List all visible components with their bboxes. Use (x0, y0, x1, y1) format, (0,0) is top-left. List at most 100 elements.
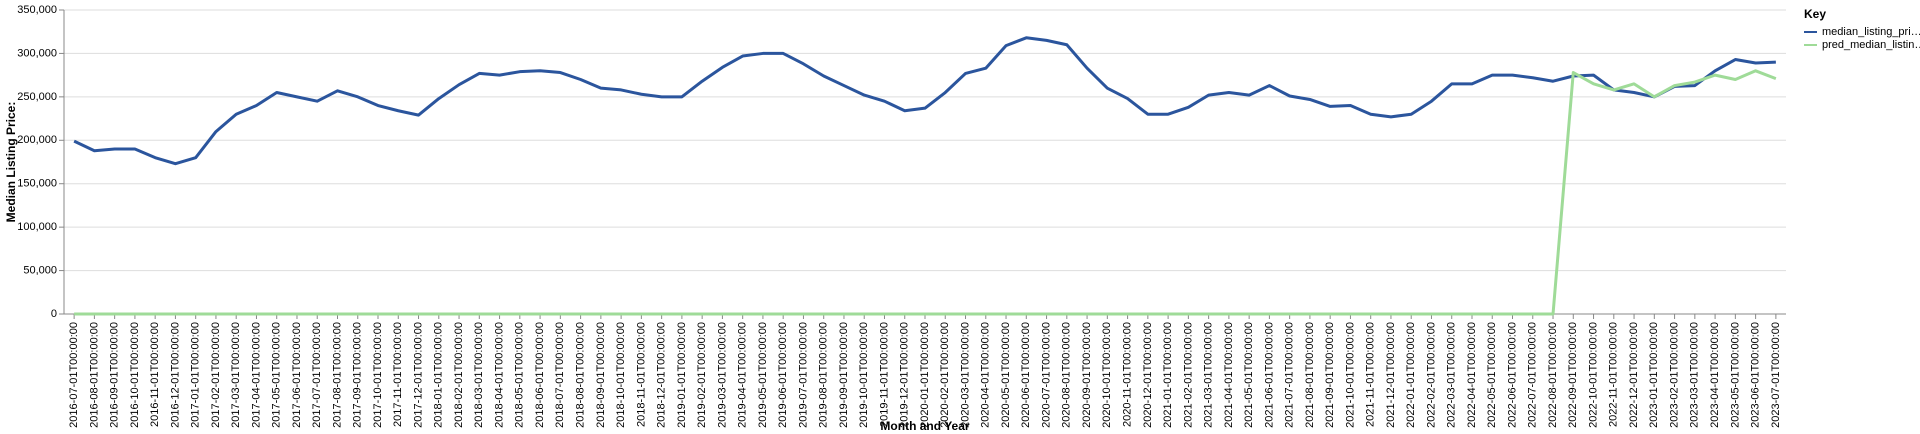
x-tick-label: 2017-10-01T00:00:00 (372, 322, 384, 428)
x-tick-label: 2021-01-01T00:00:00 (1162, 322, 1174, 428)
x-tick-label: 2019-06-01T00:00:00 (777, 322, 789, 428)
y-tick-label: 200,000 (17, 134, 57, 146)
x-tick-label: 2019-05-01T00:00:00 (757, 322, 769, 428)
x-tick-label: 2020-05-01T00:00:00 (1000, 322, 1012, 428)
x-tick-label: 2022-09-01T00:00:00 (1567, 322, 1579, 428)
y-tick-label: 50,000 (23, 264, 57, 276)
x-tick-label: 2018-08-01T00:00:00 (575, 322, 587, 428)
x-tick-label: 2016-10-01T00:00:00 (129, 322, 141, 428)
y-tick-label: 150,000 (17, 178, 57, 190)
x-axis-title: Month and Year (880, 419, 969, 433)
x-tick-label: 2019-11-01T00:00:00 (878, 322, 890, 427)
y-axis-title: Median Listing Price: (4, 102, 18, 223)
x-tick-label: 2022-05-01T00:00:00 (1486, 322, 1498, 428)
x-tick-label: 2018-12-01T00:00:00 (656, 322, 668, 428)
x-tick-label: 2018-01-01T00:00:00 (433, 322, 445, 428)
x-tick-label: 2022-03-01T00:00:00 (1446, 322, 1458, 428)
x-tick-label: 2021-05-01T00:00:00 (1243, 322, 1255, 428)
x-tick-label: 2023-06-01T00:00:00 (1750, 322, 1762, 428)
x-tick-label: 2017-04-01T00:00:00 (250, 322, 262, 428)
x-tick-label: 2018-07-01T00:00:00 (554, 322, 566, 428)
x-tick-label: 2021-02-01T00:00:00 (1182, 322, 1194, 428)
x-tick-label: 2023-03-01T00:00:00 (1689, 322, 1701, 428)
x-tick-label: 2016-12-01T00:00:00 (169, 322, 181, 428)
legend-label: median_listing_pri… (1822, 26, 1920, 38)
x-tick-label: 2020-04-01T00:00:00 (980, 322, 992, 428)
x-tick-label: 2017-07-01T00:00:00 (311, 322, 323, 428)
x-tick-label: 2019-09-01T00:00:00 (838, 322, 850, 428)
y-tick-label: 100,000 (17, 221, 57, 233)
x-tick-label: 2017-12-01T00:00:00 (412, 322, 424, 428)
x-tick-label: 2021-10-01T00:00:00 (1344, 322, 1356, 428)
x-tick-label: 2022-02-01T00:00:00 (1425, 322, 1437, 428)
y-tick-label: 350,000 (17, 4, 57, 16)
x-tick-label: 2022-10-01T00:00:00 (1587, 322, 1599, 428)
x-tick-label: 2023-05-01T00:00:00 (1729, 322, 1741, 428)
x-tick-label: 2016-09-01T00:00:00 (109, 322, 121, 428)
x-tick-label: 2020-10-01T00:00:00 (1101, 322, 1113, 428)
x-tick-label: 2022-06-01T00:00:00 (1506, 322, 1518, 428)
x-tick-label: 2017-08-01T00:00:00 (331, 322, 343, 428)
x-tick-label: 2020-01-01T00:00:00 (919, 322, 931, 428)
x-tick-label: 2018-11-01T00:00:00 (635, 322, 647, 427)
x-tick-label: 2023-01-01T00:00:00 (1648, 322, 1660, 428)
x-tick-label: 2019-01-01T00:00:00 (676, 322, 688, 428)
x-tick-label: 2021-09-01T00:00:00 (1324, 322, 1336, 428)
x-tick-label: 2021-04-01T00:00:00 (1223, 322, 1235, 428)
x-tick-label: 2022-12-01T00:00:00 (1628, 322, 1640, 428)
x-tick-label: 2017-05-01T00:00:00 (271, 322, 283, 428)
x-tick-label: 2020-07-01T00:00:00 (1040, 322, 1052, 428)
x-tick-label: 2018-06-01T00:00:00 (534, 322, 546, 428)
x-tick-label: 2022-01-01T00:00:00 (1405, 322, 1417, 428)
x-tick-label: 2018-02-01T00:00:00 (453, 322, 465, 428)
x-tick-label: 2023-04-01T00:00:00 (1709, 322, 1721, 428)
x-tick-label: 2021-11-01T00:00:00 (1365, 322, 1377, 427)
x-tick-label: 2018-04-01T00:00:00 (493, 322, 505, 428)
x-tick-label: 2020-02-01T00:00:00 (939, 322, 951, 428)
x-tick-label: 2021-07-01T00:00:00 (1284, 322, 1296, 428)
x-tick-label: 2021-08-01T00:00:00 (1304, 322, 1316, 428)
x-tick-label: 2019-12-01T00:00:00 (899, 322, 911, 428)
x-tick-label: 2016-07-01T00:00:00 (68, 322, 80, 428)
x-tick-label: 2018-03-01T00:00:00 (473, 322, 485, 428)
x-tick-label: 2020-03-01T00:00:00 (959, 322, 971, 428)
y-tick-label: 250,000 (17, 91, 57, 103)
x-tick-label: 2019-02-01T00:00:00 (696, 322, 708, 428)
x-tick-label: 2020-08-01T00:00:00 (1061, 322, 1073, 428)
x-tick-label: 2022-07-01T00:00:00 (1527, 322, 1539, 428)
x-tick-label: 2017-11-01T00:00:00 (392, 322, 404, 427)
x-tick-label: 2022-11-01T00:00:00 (1608, 322, 1620, 427)
x-tick-label: 2019-03-01T00:00:00 (716, 322, 728, 428)
x-tick-label: 2023-02-01T00:00:00 (1668, 322, 1680, 428)
y-tick-label: 0 (51, 308, 57, 320)
x-tick-label: 2022-08-01T00:00:00 (1547, 322, 1559, 428)
x-tick-label: 2017-02-01T00:00:00 (210, 322, 222, 428)
x-tick-label: 2021-03-01T00:00:00 (1203, 322, 1215, 428)
x-tick-label: 2020-06-01T00:00:00 (1020, 322, 1032, 428)
x-tick-label: 2020-12-01T00:00:00 (1142, 322, 1154, 428)
legend-title: Key (1804, 7, 1826, 21)
x-tick-label: 2021-06-01T00:00:00 (1263, 322, 1275, 428)
x-tick-label: 2019-08-01T00:00:00 (818, 322, 830, 428)
x-tick-label: 2016-11-01T00:00:00 (149, 322, 161, 427)
x-tick-label: 2017-01-01T00:00:00 (190, 322, 202, 428)
x-tick-label: 2023-07-01T00:00:00 (1770, 322, 1782, 428)
x-tick-label: 2020-11-01T00:00:00 (1121, 322, 1133, 427)
x-tick-label: 2018-10-01T00:00:00 (615, 322, 627, 428)
x-tick-label: 2016-08-01T00:00:00 (88, 322, 100, 428)
x-tick-label: 2019-10-01T00:00:00 (858, 322, 870, 428)
x-tick-label: 2017-03-01T00:00:00 (230, 322, 242, 428)
x-tick-label: 2017-06-01T00:00:00 (291, 322, 303, 428)
series-line (73, 36, 1776, 166)
x-tick-label: 2017-09-01T00:00:00 (352, 322, 364, 428)
x-tick-label: 2022-04-01T00:00:00 (1466, 322, 1478, 428)
x-tick-label: 2018-05-01T00:00:00 (514, 322, 526, 428)
y-tick-label: 300,000 (17, 47, 57, 59)
series-line (74, 69, 1777, 316)
x-tick-label: 2018-09-01T00:00:00 (595, 322, 607, 428)
x-tick-label: 2020-09-01T00:00:00 (1081, 322, 1093, 428)
x-tick-label: 2019-04-01T00:00:00 (737, 322, 749, 428)
x-tick-label: 2021-12-01T00:00:00 (1385, 322, 1397, 428)
